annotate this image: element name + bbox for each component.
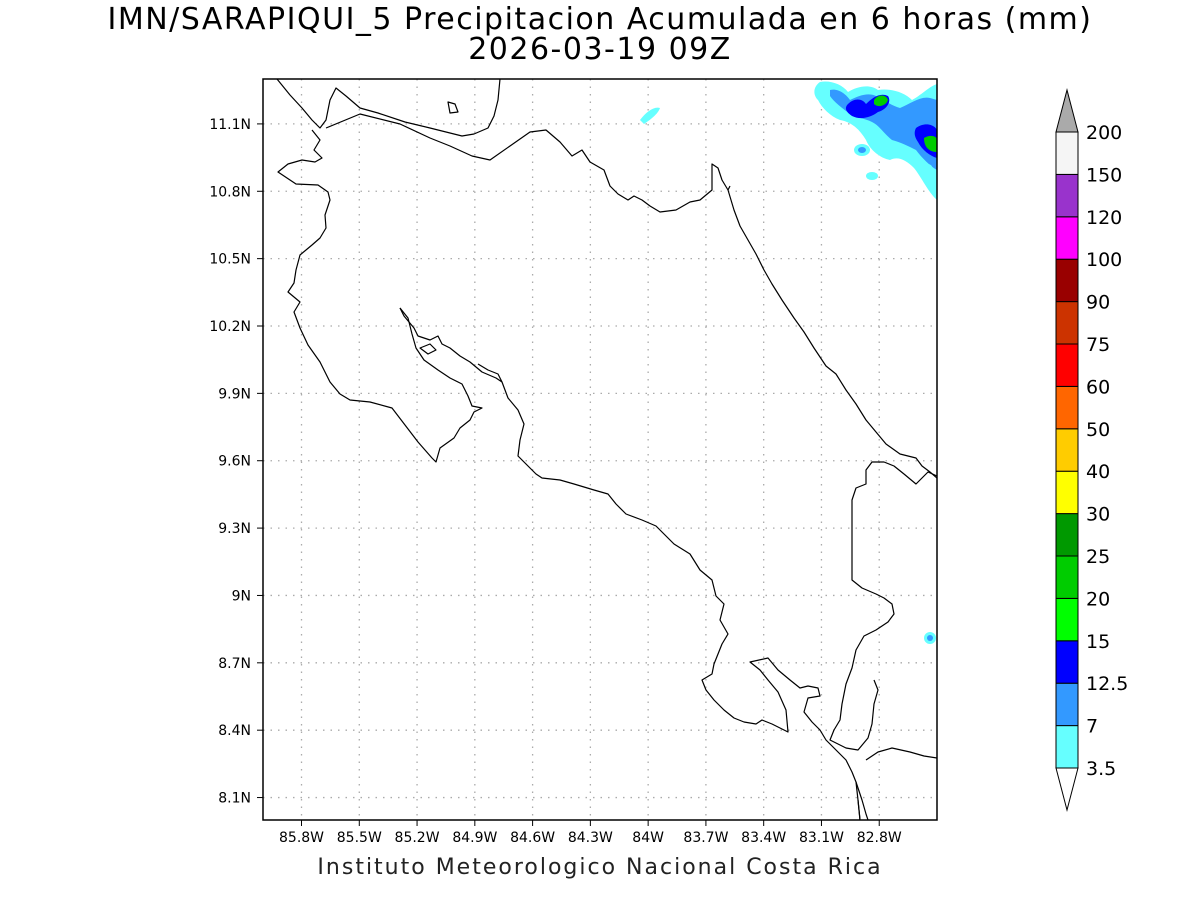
lat-tick-label: 10.5N (209, 252, 251, 268)
legend-color-box (1055, 385, 1079, 430)
lat-tick-label: 8.1N (218, 791, 251, 807)
legend-color-box (1055, 258, 1079, 303)
legend-color-box (1055, 597, 1079, 642)
legend-level-label: 12.5 (1086, 673, 1128, 695)
legend-level-label: 90 (1086, 292, 1110, 314)
burica-peninsula (855, 747, 937, 820)
lon-tick-label: 82.8W (857, 830, 902, 846)
legend-level-label: 20 (1086, 588, 1110, 610)
legend-color-box (1055, 470, 1079, 515)
map-valid-time: 2026-03-19 09Z (468, 32, 732, 67)
legend-level-label: 7 (1086, 716, 1098, 738)
lat-tick-label: 10.2N (209, 319, 251, 335)
legend-level-label: 100 (1086, 249, 1122, 271)
legend-color-box (1055, 725, 1079, 769)
legend-level-label: 25 (1086, 546, 1110, 568)
legend-level-label: 40 (1086, 461, 1110, 483)
graticule (263, 79, 937, 820)
precip-cell-j (923, 164, 933, 176)
coastlines-and-borders (276, 79, 937, 820)
legend-color-box (1055, 343, 1079, 387)
pacific-coast (501, 381, 861, 820)
legend-under-triangle (1055, 767, 1079, 812)
legend-level-label: 150 (1086, 164, 1122, 186)
legend-color-box (1055, 216, 1079, 260)
legend-color-box (1055, 640, 1079, 684)
lon-tick-label: 85.8W (279, 830, 324, 846)
nicoya-island (419, 343, 437, 355)
legend-color-box (1055, 131, 1079, 175)
lat-tick-label: 9.9N (218, 386, 251, 402)
lon-tick-label: 83.4W (741, 830, 786, 846)
footer-credit: Instituto Meteorologico Nacional Costa R… (317, 855, 883, 880)
lon-tick-label: 84W (632, 830, 664, 846)
precip-cell-k (640, 107, 660, 124)
legend-level-label: 200 (1086, 122, 1122, 144)
lon-tick-label: 84.3W (568, 830, 613, 846)
precip-cell-d (874, 95, 888, 107)
panama-border (829, 461, 937, 751)
lat-tick-label: 11.1N (209, 117, 251, 133)
legend-over-triangle (1055, 88, 1079, 133)
precip-cell-i (866, 172, 878, 180)
legend-level-label: 3.5 (1086, 758, 1116, 780)
caribbean-coast (727, 189, 937, 479)
lake-nicaragua-shore (276, 79, 501, 137)
legend-level-label: 60 (1086, 376, 1110, 398)
legend-level-label: 50 (1086, 419, 1110, 441)
map-frame (262, 78, 938, 821)
nicoya-peninsula-inner (399, 307, 503, 383)
legend-color-box (1055, 428, 1079, 472)
color-legend: 3.5 7 12.5 15 20 25 30 40 50 60 75 90 100 120 150 200 (1055, 88, 1128, 812)
lat-tick-label: 9.6N (218, 454, 251, 470)
lon-tick-label: 83.7W (683, 830, 728, 846)
legend-color-box (1055, 301, 1079, 345)
legend-color-box (1055, 555, 1079, 599)
lon-tick-label: 84.6W (510, 830, 555, 846)
northern-border (325, 113, 731, 213)
lat-tick-label: 8.7N (218, 656, 251, 672)
lat-tick-label: 8.4N (218, 723, 251, 739)
nicaragua-border (277, 129, 483, 463)
precip-cell-f (924, 135, 937, 152)
legend-level-label: 30 (1086, 504, 1110, 526)
latitude-axis: 8.1N 8.4N 8.7N 9N 9.3N 9.6N 9.9N 10.2N 10.5N 10.8… (209, 117, 263, 807)
precipitation-field (640, 81, 937, 644)
legend-level-label: 15 (1086, 631, 1110, 653)
lat-tick-label: 10.8N (209, 184, 251, 200)
lat-tick-label: 9.3N (218, 521, 251, 537)
legend-color-box (1055, 513, 1079, 557)
map-title: IMN/SARAPIQUI_5 Precipitacion Acumulada … (107, 2, 1093, 37)
legend-color-box (1055, 682, 1079, 727)
lon-tick-label: 85.2W (395, 830, 440, 846)
lon-tick-label: 85.5W (337, 830, 382, 846)
lon-tick-label: 84.9W (452, 830, 497, 846)
legend-level-label: 75 (1086, 334, 1110, 356)
lake-island (447, 101, 459, 114)
precip-cell-h (858, 147, 866, 153)
precip-cell-m (927, 635, 933, 641)
legend-level-label: 120 (1086, 207, 1122, 229)
lat-tick-label: 9N (232, 588, 251, 604)
legend-color-box (1055, 173, 1079, 218)
longitude-axis: 85.8W 85.5W 85.2W 84.9W 84.6W 84.3W 84W 83.7W 83… (279, 820, 902, 846)
lon-tick-label: 83.1W (799, 830, 844, 846)
